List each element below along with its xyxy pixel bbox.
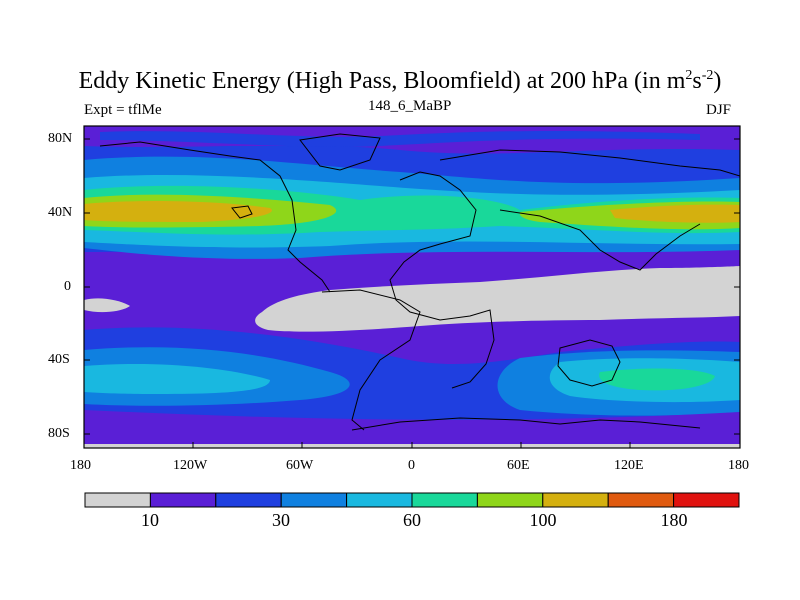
colorbar-label: 60 (403, 510, 421, 530)
y-tick-marks (84, 138, 740, 435)
colorbar (84, 492, 740, 508)
colorbar-label: 30 (272, 510, 290, 530)
x-tick-label: 180 (70, 458, 91, 473)
x-tick-label: 120W (173, 458, 208, 473)
y-tick-label: 40S (48, 352, 70, 367)
x-tick-label: 180 (728, 458, 749, 473)
experiment-label: Expt = tflMe (84, 102, 162, 118)
y-tick-label: 40N (48, 205, 73, 220)
x-tick-label: 60W (286, 458, 314, 473)
x-tick-marks (83, 442, 741, 448)
colorbar-box (280, 492, 348, 508)
x-tick-label: 0 (408, 458, 415, 473)
colorbar-box (84, 492, 151, 508)
colorbar-box (673, 492, 740, 508)
colorbar-box (215, 492, 282, 508)
contour-fill (84, 126, 740, 448)
run-label: 148_6_MaBP (368, 98, 452, 114)
colorbar-box (607, 492, 675, 508)
colorbar-box (476, 492, 544, 508)
colorbar-box (346, 492, 413, 508)
y-tick-label: 80N (48, 131, 73, 146)
colorbar-box (542, 492, 609, 508)
x-tick-label: 60E (507, 458, 530, 473)
x-tick-label: 120E (614, 458, 644, 473)
colorbar-box (149, 492, 217, 508)
coastlines (99, 133, 740, 431)
map-title: Eddy Kinetic Energy (High Pass, Bloomfie… (78, 68, 722, 94)
y-tick-label: 0 (64, 279, 71, 294)
colorbar-box (411, 492, 478, 508)
colorbar-label: 100 (529, 510, 557, 530)
colorbar-label: 10 (141, 510, 159, 530)
y-tick-label: 80S (48, 426, 70, 441)
season-label: DJF (706, 102, 732, 118)
colorbar-label: 180 (660, 510, 688, 530)
